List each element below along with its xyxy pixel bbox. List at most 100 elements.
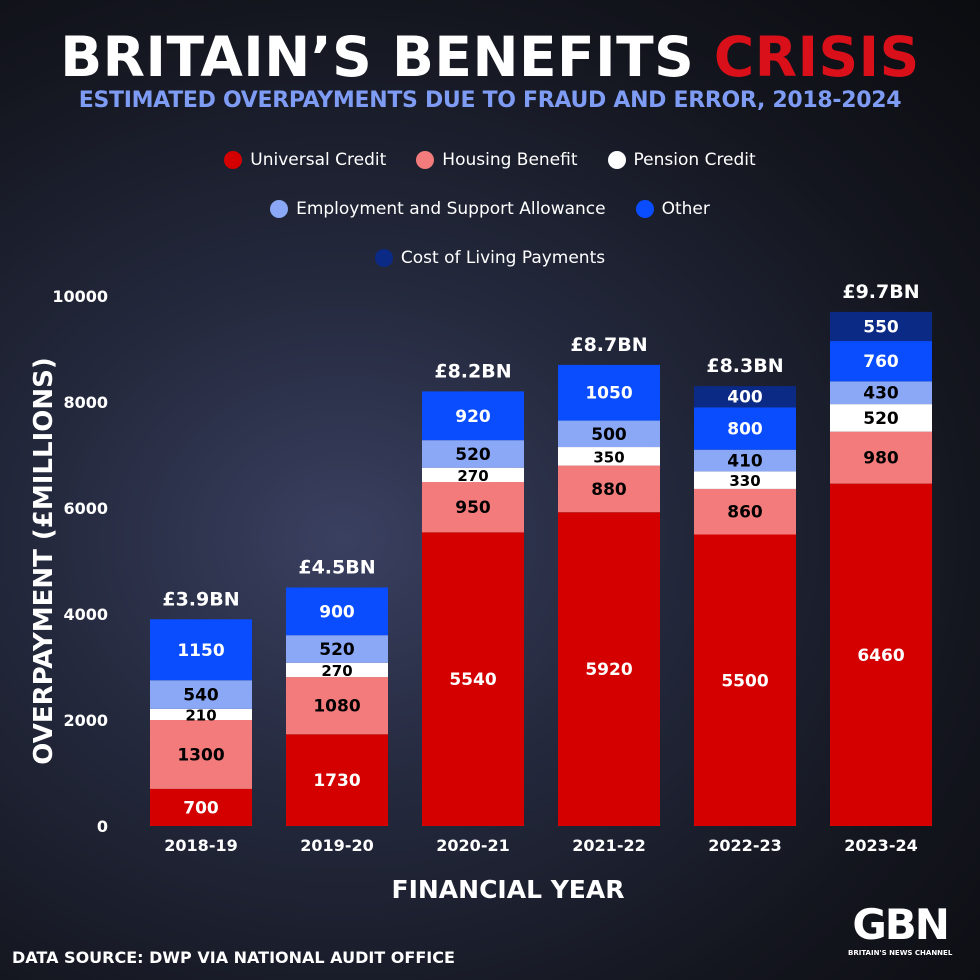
chart-title: BRITAIN’S BENEFITS CRISIS: [0, 22, 980, 92]
y-tick-label: 0: [97, 817, 108, 836]
legend-label: Universal Credit: [250, 150, 387, 170]
x-tick-label: 2020-21: [436, 836, 509, 855]
data-label: 760: [863, 352, 899, 372]
data-label: 900: [319, 602, 355, 622]
x-tick-label: 2022-23: [708, 836, 781, 855]
total-label: £8.2BN: [434, 360, 511, 382]
legend-item-universal-credit: Universal Credit: [224, 150, 386, 170]
bar-segment: [558, 420, 660, 448]
bar-segment: [150, 788, 252, 826]
data-label: 980: [863, 449, 899, 469]
legend-swatch: [224, 151, 243, 169]
data-label: 410: [727, 452, 763, 472]
data-label: 520: [319, 640, 355, 660]
bar-segment: [422, 482, 524, 533]
bar-segment: [694, 534, 796, 826]
legend-item-cost-of-living: Cost of Living Payments: [374, 248, 606, 268]
bar-segment: [694, 471, 796, 489]
data-label: 520: [455, 445, 491, 465]
bar-segment: [558, 512, 660, 826]
legend-swatch: [607, 151, 626, 169]
bar-segment: [422, 440, 524, 468]
data-label: 860: [727, 503, 763, 523]
legend-row-1: Universal Credit Housing Benefit Pension…: [0, 150, 980, 170]
x-tick-label: 2018-19: [164, 836, 237, 855]
bar-segment: [830, 483, 932, 826]
bar-segment: [694, 407, 796, 450]
y-tick-label: 2000: [63, 711, 108, 730]
legend-item-housing-benefit: Housing Benefit: [416, 150, 578, 170]
data-label: 520: [863, 409, 899, 429]
x-tick-label: 2023-24: [844, 836, 917, 855]
data-label: 920: [455, 407, 491, 427]
x-tick-label: 2019-20: [300, 836, 373, 855]
legend-label: Employment and Support Allowance: [296, 199, 606, 219]
data-label: 950: [455, 498, 491, 518]
legend-label: Housing Benefit: [442, 150, 578, 170]
bar-segment: [830, 341, 932, 382]
bar-segment: [558, 447, 660, 466]
legend-swatch: [270, 200, 289, 218]
bar-segment: [558, 364, 660, 421]
bar-segment: [422, 391, 524, 441]
x-tick-label: 2021-22: [572, 836, 645, 855]
bar-segment: [830, 311, 932, 342]
bar-segment: [286, 635, 388, 663]
bar-segment: [286, 662, 388, 678]
gbn-logo: GBN BRITAIN'S NEWS CHANNEL: [848, 900, 953, 958]
bar-segment: [150, 619, 252, 681]
data-label: 540: [183, 686, 219, 706]
legend-label: Pension Credit: [633, 150, 756, 170]
total-label: £4.5BN: [298, 557, 375, 579]
bar-segment: [422, 467, 524, 483]
bar-segment: [558, 465, 660, 513]
legend-swatch: [374, 249, 393, 267]
bar-segment: [150, 680, 252, 709]
bar-segment: [286, 734, 388, 826]
bar-segment: [286, 587, 388, 636]
data-label: 430: [863, 384, 899, 404]
legend-item-other: Other: [635, 199, 710, 219]
total-label: £8.7BN: [570, 334, 647, 356]
total-label: £9.7BN: [842, 281, 919, 303]
y-tick-label: 10000: [52, 287, 108, 306]
title-accent: CRISIS: [713, 25, 920, 89]
legend-swatch: [635, 200, 654, 218]
data-label: 800: [727, 420, 763, 440]
bar-segment: [694, 449, 796, 472]
x-axis-label: FINANCIAL YEAR: [392, 875, 625, 904]
data-label: 1080: [313, 697, 360, 717]
y-tick-label: 4000: [63, 605, 108, 624]
data-source: DATA SOURCE: DWP VIA NATIONAL AUDIT OFFI…: [12, 948, 455, 967]
data-label: 330: [729, 472, 760, 490]
data-label: 500: [591, 425, 627, 445]
legend-row-2: Employment and Support Allowance Other: [0, 199, 980, 219]
data-label: 5920: [585, 660, 632, 680]
legend-item-esa: Employment and Support Allowance: [270, 199, 606, 219]
legend-label: Cost of Living Payments: [400, 248, 606, 268]
data-label: 5540: [449, 670, 496, 690]
data-label: 880: [591, 480, 627, 500]
bar-segment: [150, 708, 252, 720]
data-label: 400: [727, 388, 763, 408]
y-axis-label: OVERPAYMENT (£MILLIONS): [29, 357, 59, 764]
bar-segment: [830, 381, 932, 405]
data-label: 210: [185, 706, 216, 724]
total-label: £3.9BN: [162, 588, 239, 610]
data-label: 350: [593, 448, 624, 466]
data-label: 550: [863, 317, 899, 337]
chart-subtitle: ESTIMATED OVERPAYMENTS DUE TO FRAUD AND …: [78, 88, 902, 113]
y-tick-label: 8000: [63, 393, 108, 412]
legend-row-3: Cost of Living Payments: [0, 248, 980, 268]
data-label: 270: [321, 662, 352, 680]
data-label: 6460: [857, 646, 904, 666]
title-main: BRITAIN’S BENEFITS: [60, 25, 695, 89]
legend-item-pension-credit: Pension Credit: [607, 150, 756, 170]
data-label: 1300: [177, 745, 224, 765]
bar-segment: [150, 720, 252, 789]
bar-segment: [830, 431, 932, 484]
data-label: 1050: [585, 384, 632, 404]
legend-label: Other: [661, 199, 710, 219]
bar-segment: [694, 386, 796, 408]
